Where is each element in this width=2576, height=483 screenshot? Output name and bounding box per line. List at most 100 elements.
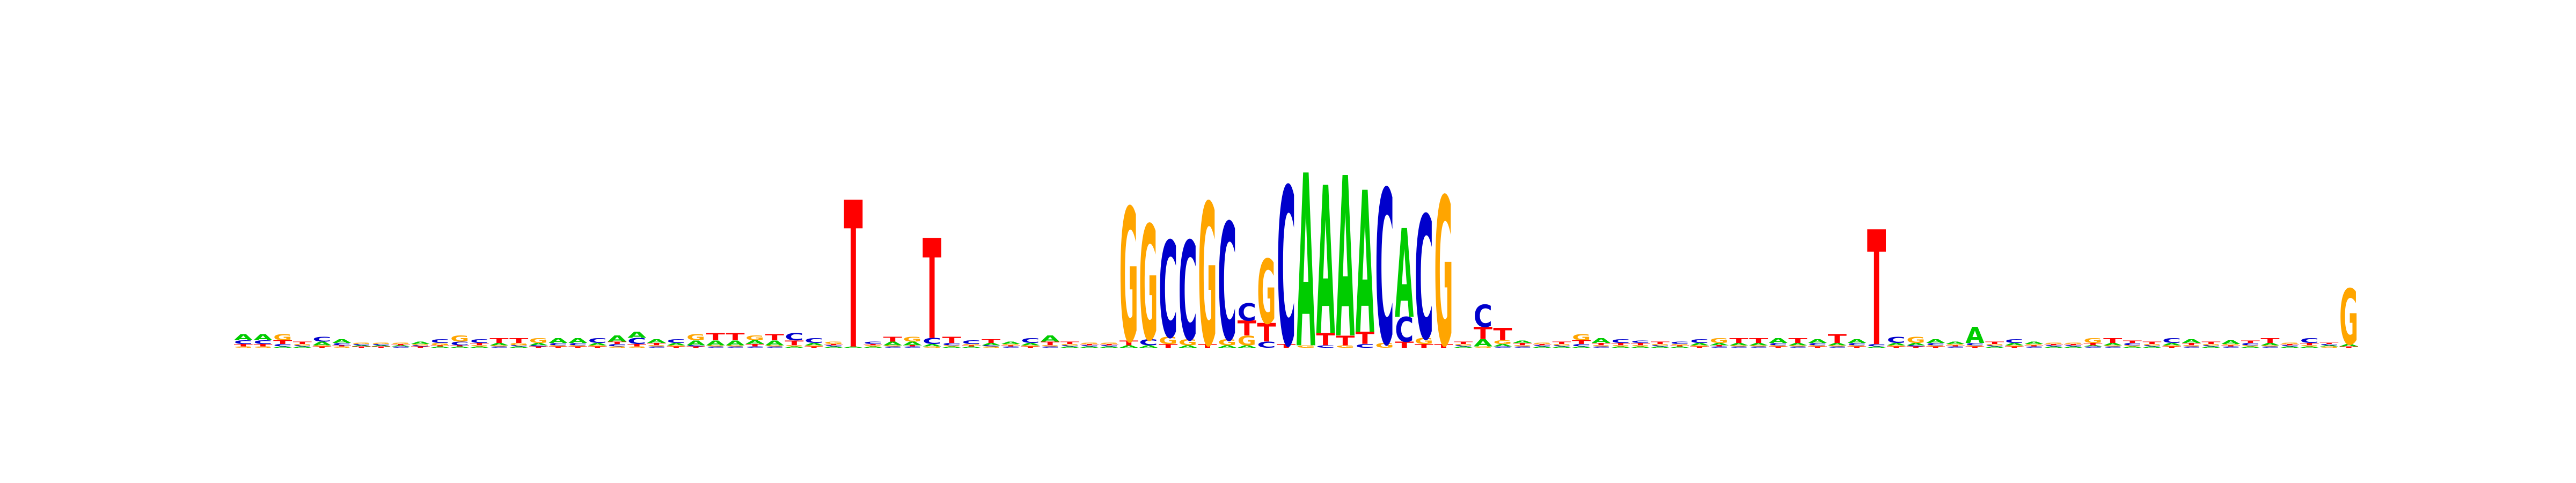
logo-letter-c: C bbox=[1277, 143, 1296, 395]
logo-letter-t: T bbox=[293, 341, 312, 345]
logo-letter-g: G bbox=[667, 345, 685, 347]
logo-letter-a: A bbox=[962, 346, 980, 348]
logo-letter-c: C bbox=[2241, 342, 2260, 346]
logo-letter-c: C bbox=[1965, 342, 1984, 346]
logo-letter-a: A bbox=[942, 346, 961, 348]
logo-letter-t: T bbox=[706, 331, 726, 343]
logo-letter-g: G bbox=[2103, 345, 2122, 347]
logo-letter-g: G bbox=[804, 345, 823, 347]
logo-letter-g: G bbox=[332, 346, 351, 348]
logo-letter-t: T bbox=[430, 345, 449, 347]
logo-letter-g: G bbox=[1887, 345, 1906, 347]
logo-column: CTA bbox=[1316, 144, 1335, 381]
logo-letter-a: A bbox=[1119, 345, 1138, 348]
logo-letter-c: C bbox=[1395, 311, 1414, 350]
logo-letter-t: T bbox=[1159, 343, 1178, 349]
logo-letter-c: C bbox=[253, 340, 272, 346]
logo-letter-t: T bbox=[332, 345, 351, 347]
logo-letter-g: G bbox=[470, 345, 489, 347]
logo-letter-g: G bbox=[1946, 344, 1965, 346]
logo-letter-a: A bbox=[352, 345, 371, 347]
logo-letter-g: G bbox=[824, 341, 843, 345]
logo-letter-c: C bbox=[1415, 182, 1433, 378]
logo-letter-t: T bbox=[2201, 341, 2220, 345]
logo-letter-c: C bbox=[608, 343, 626, 347]
logo-letter-t: T bbox=[2103, 336, 2123, 345]
logo-letter-c: C bbox=[332, 342, 351, 346]
logo-letter-c: C bbox=[1887, 335, 1906, 345]
logo-letter-t: T bbox=[1513, 342, 1532, 346]
logo-letter-t: T bbox=[1493, 325, 1512, 345]
logo-letter-t: T bbox=[726, 331, 745, 343]
logo-letter-g: G bbox=[2123, 345, 2142, 347]
logo-letter-g: G bbox=[1297, 345, 1315, 348]
logo-letter-a: A bbox=[1651, 346, 1670, 348]
logo-letter-a: A bbox=[1139, 345, 1158, 348]
logo-letter-c: C bbox=[1828, 346, 1847, 348]
logo-letter-a: A bbox=[745, 339, 765, 345]
logo-column: TGC bbox=[1159, 214, 1178, 368]
logo-letter-c: C bbox=[647, 346, 666, 348]
logo-letter-g: G bbox=[627, 346, 646, 348]
logo-letter-c: C bbox=[785, 331, 803, 343]
logo-column: GTA bbox=[1336, 131, 1355, 387]
logo-letter-a: A bbox=[1100, 346, 1118, 348]
logo-letter-a: A bbox=[1060, 346, 1079, 348]
logo-letter-c: C bbox=[667, 338, 685, 344]
logo-letter-g: G bbox=[2005, 345, 2024, 347]
logo-letter-c: C bbox=[1238, 298, 1256, 326]
logo-letter-g: G bbox=[273, 333, 292, 343]
logo-letter-a: A bbox=[1552, 346, 1571, 348]
logo-letter-a: A bbox=[1356, 151, 1375, 377]
logo-letter-c: C bbox=[1159, 214, 1177, 368]
logo-column: ACG bbox=[1139, 193, 1158, 376]
logo-letter-t: T bbox=[1926, 346, 1945, 348]
logo-letter-g: G bbox=[352, 342, 371, 345]
logo-letter-g: G bbox=[2182, 345, 2201, 347]
logo-letter-a: A bbox=[667, 342, 685, 346]
logo-letter-c: C bbox=[1356, 343, 1374, 349]
logo-letter-c: C bbox=[1946, 346, 1965, 348]
logo-letter-t: T bbox=[1788, 336, 1807, 345]
logo-letter-c: C bbox=[1631, 340, 1650, 343]
logo-letter-g: G bbox=[312, 345, 331, 347]
logo-letter-c: C bbox=[2300, 336, 2319, 345]
logo-letter-a: A bbox=[1533, 346, 1552, 348]
logo-letter-g: G bbox=[1906, 335, 1925, 345]
logo-letter-t: T bbox=[2241, 340, 2260, 343]
logo-letter-g: G bbox=[509, 342, 528, 346]
logo-letter-a: A bbox=[489, 342, 508, 346]
logo-letter-a: A bbox=[726, 339, 744, 347]
logo-letter-g: G bbox=[1100, 342, 1118, 345]
logo-letter-c: C bbox=[1710, 346, 1729, 348]
logo-letter-t: T bbox=[568, 346, 587, 348]
logo-letter-g: G bbox=[1769, 345, 1788, 347]
logo-letter-g: G bbox=[1592, 345, 1611, 347]
logo-letter-a: A bbox=[2005, 342, 2024, 346]
logo-letter-c: C bbox=[1867, 343, 1886, 347]
